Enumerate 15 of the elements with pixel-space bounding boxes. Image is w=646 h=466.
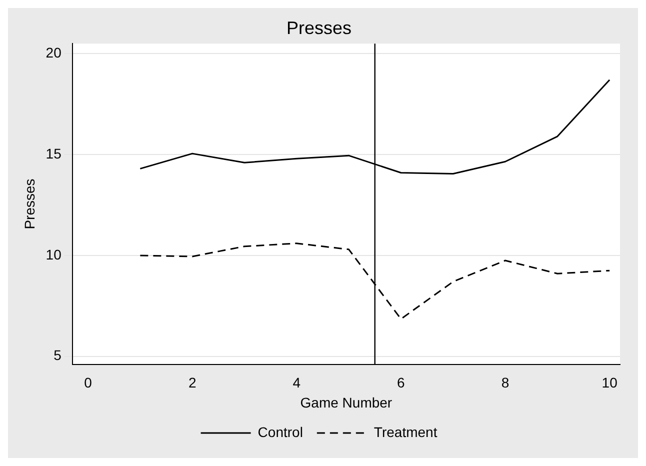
x-tick-label: 10 [602, 374, 618, 391]
y-axis-title: Presses [21, 178, 38, 230]
x-tick-label: 0 [84, 374, 92, 391]
y-tick-label: 10 [46, 246, 62, 262]
x-tick-label: 4 [292, 374, 301, 391]
legend-label: Control [258, 424, 303, 440]
x-tick-label: 6 [397, 374, 406, 391]
x-axis-title: Game Number [300, 394, 392, 410]
y-tick-label: 5 [54, 347, 62, 364]
chart-title: Presses [286, 18, 352, 38]
y-tick-label: 20 [46, 44, 62, 61]
y-tick-label: 15 [46, 145, 62, 162]
legend-label: Treatment [374, 424, 438, 440]
x-tick-label: 8 [501, 374, 510, 391]
x-tick-label: 2 [188, 374, 196, 391]
